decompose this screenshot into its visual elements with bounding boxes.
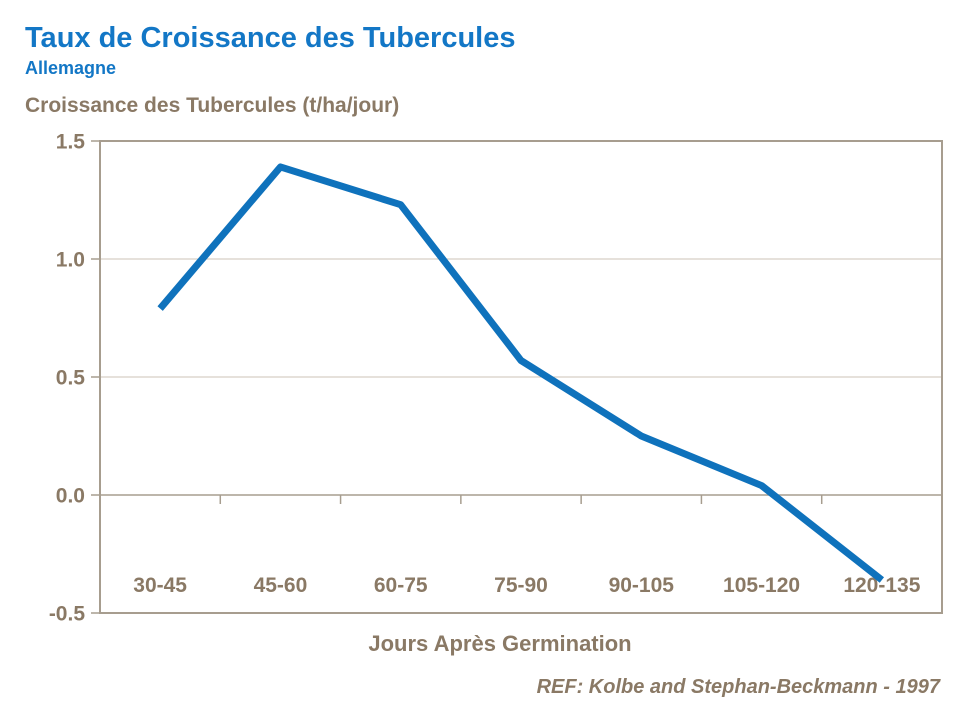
y-tick-label: 1.5 [56, 131, 86, 154]
chart-subtitle: Allemagne [25, 58, 117, 78]
x-category-label: 90-105 [609, 574, 675, 597]
y-tick-label: 0.5 [56, 367, 86, 390]
data-line-series [157, 163, 885, 583]
x-category-label: 105-120 [723, 574, 800, 597]
x-category-label: 30-45 [133, 574, 187, 597]
reference-text: REF: Kolbe and Stephan-Beckmann - 1997 [536, 676, 940, 698]
x-category-label: 75-90 [494, 574, 548, 597]
x-axis-title: Jours Après Germination [368, 631, 632, 656]
chart-title: Taux de Croissance des Tubercules [25, 22, 516, 54]
y-tick-label: 1.0 [56, 249, 85, 272]
x-category-label: 120-135 [843, 574, 920, 597]
plot-border [99, 140, 943, 614]
x-category-label: 45-60 [254, 574, 308, 597]
x-category-label: 60-75 [374, 574, 428, 597]
y-axis-title: Croissance des Tubercules (t/ha/jour) [25, 94, 400, 117]
y-tick-label: -0.5 [49, 603, 86, 626]
y-tick-label: 0.0 [56, 485, 85, 508]
